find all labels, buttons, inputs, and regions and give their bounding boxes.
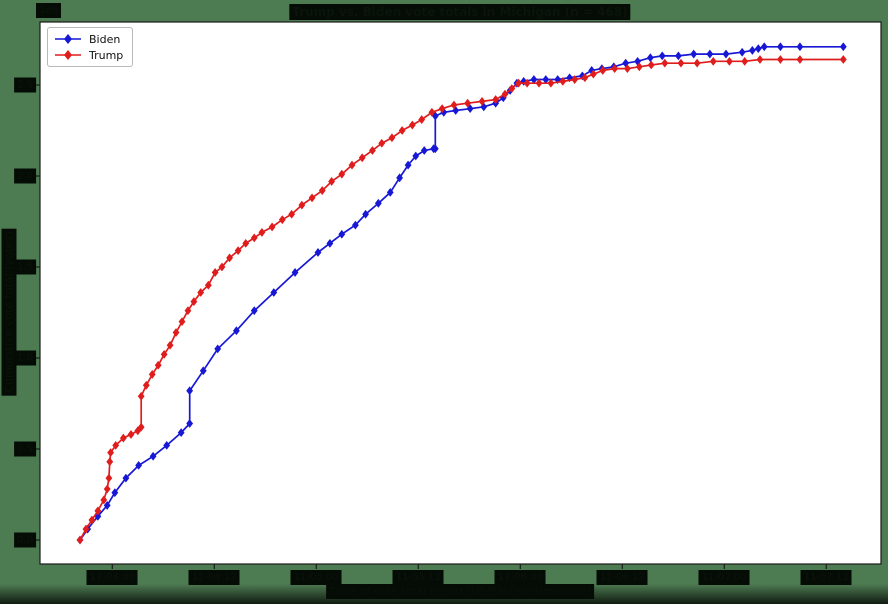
x-tick-label: 11-04 12 (188, 570, 240, 585)
biden-line (79, 45, 844, 541)
x-tick-label: 11-07 00 (698, 570, 750, 585)
y-axis-offset-label: 1e6 (36, 3, 61, 18)
legend-item-biden: Biden (55, 31, 123, 47)
chart-title: Trump vs. Biden vote totals in Michigan … (289, 4, 631, 20)
x-tick-label: 11-05 00 (290, 570, 342, 585)
x-tick-label: 11-06 12 (596, 570, 648, 585)
y-axis-label: Cumulative vote total (votes) (1, 228, 17, 396)
data-series (76, 42, 847, 545)
trump-line-marker-icon (55, 50, 81, 60)
y-tick-label: 1.5 (14, 259, 36, 275)
legend-item-trump: Trump (55, 47, 123, 63)
axes-background (40, 22, 881, 564)
y-tick-label: 1.0 (14, 350, 36, 366)
x-tick-label: 11-07 12 (800, 570, 852, 585)
y-tick-label: 0.0 (14, 532, 36, 548)
biden-line-marker-icon (55, 34, 81, 44)
y-tick-label: 0.5 (14, 441, 36, 457)
x-tick-label: 11-05 12 (392, 570, 444, 585)
x-axis-label: Time of vote total report (US/Eastern ti… (326, 584, 594, 599)
legend-label-biden: Biden (89, 32, 121, 46)
x-tick-label: 11-06 00 (494, 570, 546, 585)
axes-frame (39, 21, 882, 565)
x-tick-label: 11-04 00 (86, 570, 138, 585)
y-tick-label: 2.0 (14, 168, 36, 184)
y-tick-label: 2.5 (14, 77, 36, 93)
legend-label-trump: Trump (89, 48, 124, 62)
legend: Biden Trump (47, 27, 134, 67)
